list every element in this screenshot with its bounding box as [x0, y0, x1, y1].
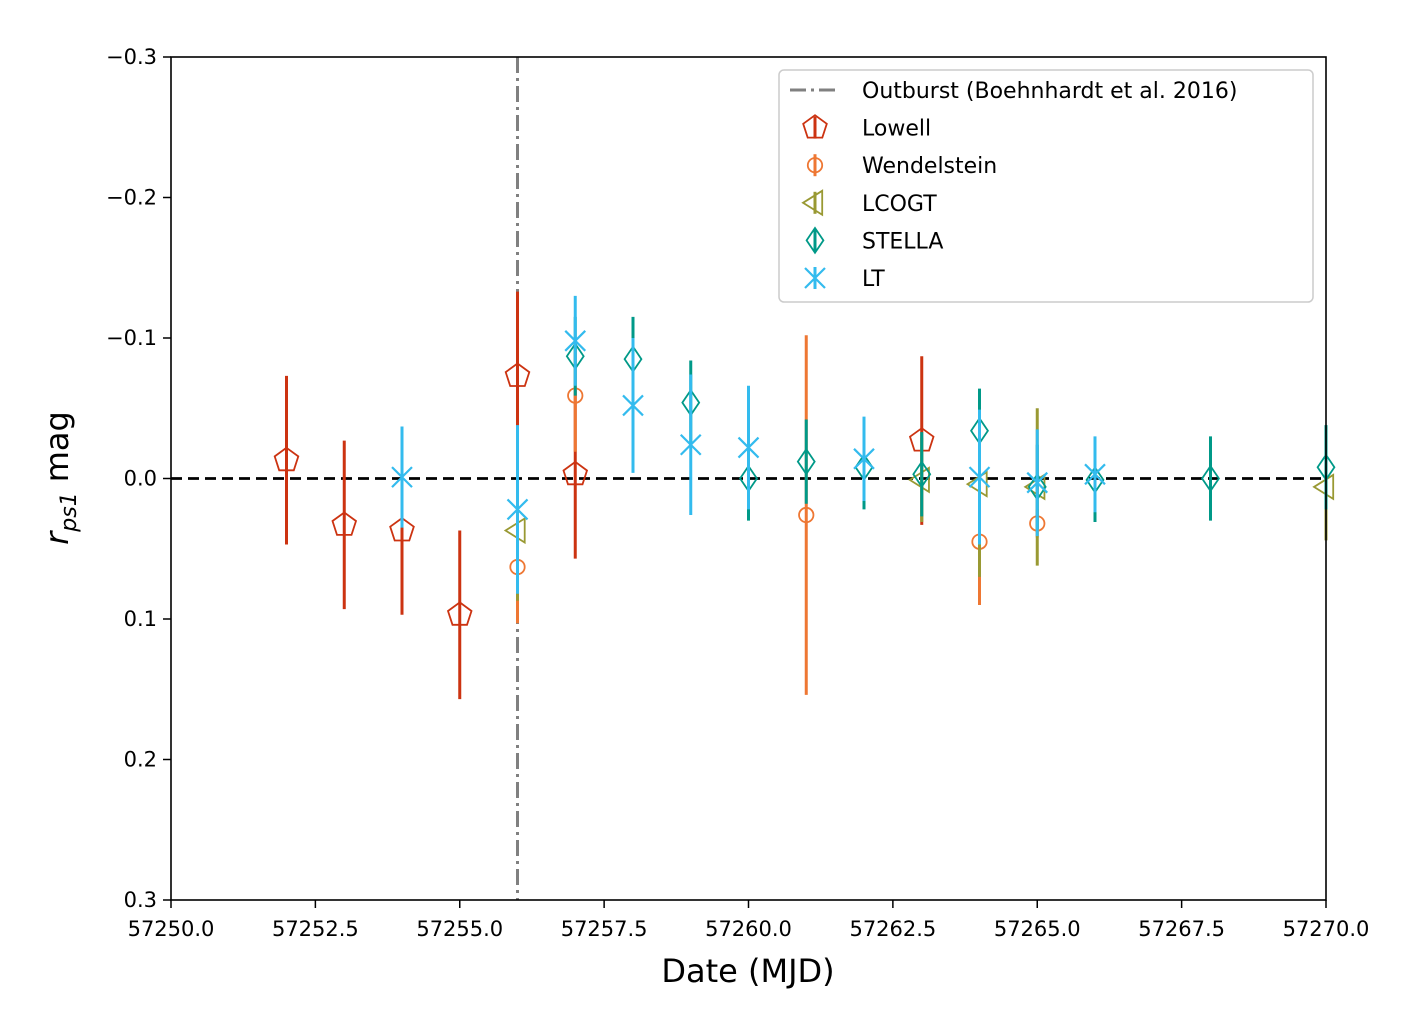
legend-label: LT	[862, 267, 885, 292]
x-tick-label: 57260.0	[705, 917, 792, 941]
legend-marker	[804, 267, 826, 289]
y-tick-label: −0.3	[106, 45, 157, 69]
legend-label: LCOGT	[862, 192, 937, 217]
data-point	[679, 434, 702, 456]
x-tick-label: 57250.0	[128, 917, 215, 941]
legend-item-lt: LT	[804, 267, 885, 292]
data-point	[1084, 463, 1106, 486]
x-axis: 57250.0 57252.5 57255.0 57257.5 57260.0 57262…	[128, 900, 1370, 941]
legend: Outburst (Boehnhardt et al. 2016) Lowell W…	[778, 69, 1314, 303]
data-point	[273, 446, 300, 472]
x-tick-label: 57265.0	[994, 917, 1081, 941]
data-point	[389, 516, 415, 542]
data-point	[622, 394, 644, 417]
y-tick-label: 0.2	[124, 748, 157, 772]
x-tick-label: 57257.5	[561, 917, 648, 941]
legend-item-lowell: Lowell	[802, 114, 931, 142]
data-point	[503, 516, 526, 545]
data-point	[562, 460, 589, 486]
data-point	[908, 466, 930, 494]
y-axis-title-unit: mag	[38, 411, 76, 482]
legend-item-lcogt: LCOGT	[801, 189, 937, 217]
series-lowell	[273, 291, 935, 700]
svg-text:rps1mag: rps1 mag	[38, 411, 82, 545]
y-tick-label: 0.1	[124, 607, 157, 631]
x-tick-label: 57262.5	[849, 917, 936, 941]
y-tick-label: 0.3	[124, 888, 157, 912]
data-point	[564, 330, 587, 352]
data-point	[391, 466, 413, 488]
data-point	[737, 436, 760, 459]
data-point	[853, 448, 875, 470]
y-tick-label: −0.2	[106, 186, 157, 210]
legend-label: Outburst (Boehnhardt et al. 2016)	[862, 79, 1237, 104]
legend-marker	[805, 226, 825, 255]
legend-item-outburst: Outburst (Boehnhardt et al. 2016)	[790, 79, 1237, 104]
x-tick-label: 57270.0	[1283, 917, 1370, 941]
data-point	[504, 362, 531, 387]
x-tick-label: 57255.0	[416, 917, 503, 941]
legend-label: Wendelstein	[862, 154, 997, 179]
data-point	[331, 511, 358, 536]
data-point	[446, 601, 473, 626]
data-point	[1201, 464, 1220, 493]
x-tick-label: 57252.5	[272, 917, 359, 941]
legend-label: STELLA	[862, 229, 943, 254]
data-point	[798, 506, 815, 524]
data-point	[1026, 471, 1049, 494]
y-axis-title-subscript: ps1	[57, 492, 82, 532]
x-axis-title: Date (MJD)	[661, 952, 834, 990]
legend-label: Lowell	[862, 117, 931, 142]
data-point	[912, 460, 932, 489]
legend-item-stella: STELLA	[805, 226, 943, 255]
x-tick-label: 57267.5	[1138, 917, 1225, 941]
legend-marker	[802, 114, 828, 139]
y-axis-title: rps1 mag	[38, 411, 82, 545]
legend-marker	[801, 189, 824, 217]
legend-item-wendelstein: Wendelstein	[806, 154, 997, 179]
series-lt	[391, 295, 1106, 594]
y-tick-label: 0.0	[124, 467, 157, 491]
legend-marker	[806, 157, 824, 174]
legend-frame	[778, 69, 1314, 303]
y-axis-title-symbol: r	[38, 530, 76, 545]
y-axis: −0.3 −0.2 −0.1 0.0 0.1 0.2 0.3	[106, 45, 171, 912]
y-tick-label: −0.1	[106, 326, 157, 350]
data-point	[506, 498, 529, 521]
data-point	[796, 447, 816, 476]
data-point	[1312, 473, 1335, 501]
data-point	[968, 466, 991, 488]
